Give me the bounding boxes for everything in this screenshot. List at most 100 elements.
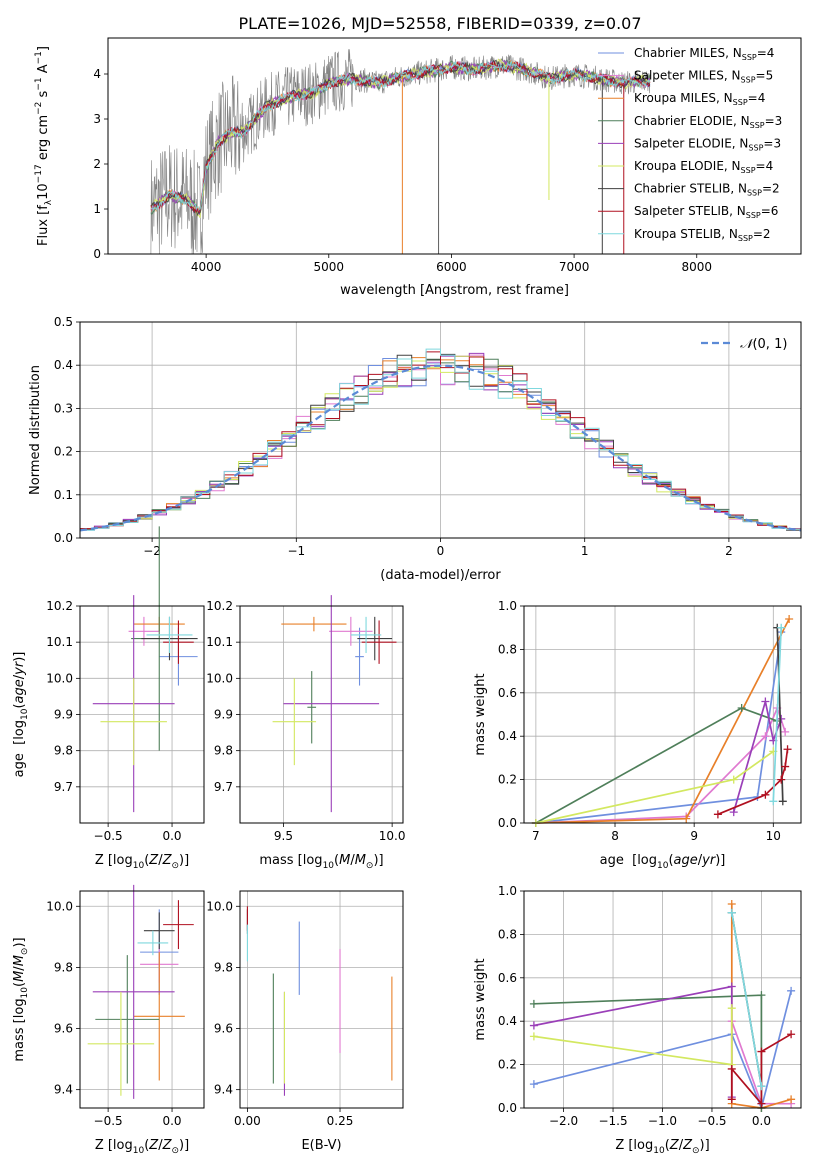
x-axis-label: Z [log10(Z/Z⊙)] bbox=[95, 1138, 189, 1156]
y-tick-label: 0.8 bbox=[498, 927, 517, 941]
legend-count: =4 bbox=[757, 46, 775, 60]
weight-point bbox=[757, 1082, 766, 1091]
y-tick-label: 0.5 bbox=[54, 315, 73, 329]
y-tick-label: 1.0 bbox=[498, 884, 517, 898]
weight-line bbox=[533, 990, 792, 1111]
y-tick-label: 10.0 bbox=[46, 671, 73, 685]
y-tick-label: 9.8 bbox=[54, 744, 73, 758]
weight-point bbox=[529, 1021, 538, 1030]
y-tick-label: 10.1 bbox=[206, 635, 233, 649]
spectrum-plot bbox=[150, 49, 651, 254]
axes-frame bbox=[79, 890, 205, 1109]
legend-count: =6 bbox=[761, 204, 779, 218]
histogram-panel: −2 −1 0 1 2 0.0 0.1 0.2 0.3 0.4 0.5 (data-model)/er… bbox=[28, 315, 802, 583]
x-tick-label: −1 bbox=[287, 544, 305, 558]
model-spectrum bbox=[150, 60, 651, 214]
x-tick-label: 10.0 bbox=[379, 829, 406, 843]
weight-point bbox=[777, 623, 786, 632]
x-tick-label: 5000 bbox=[314, 260, 345, 274]
x-tick-label: 2 bbox=[725, 544, 733, 558]
y-tick-label: 10.0 bbox=[206, 899, 233, 913]
x-tick-label: −1.0 bbox=[648, 1114, 677, 1128]
y-axis-label: mass weight bbox=[473, 958, 488, 1040]
weight-point bbox=[727, 982, 736, 991]
x-tick-label: 6000 bbox=[436, 260, 467, 274]
weight-point bbox=[713, 810, 722, 819]
legend-entry: Kroupa ELODIE, NSSP=4 bbox=[634, 159, 773, 175]
x-tick-label: 0.25 bbox=[327, 1114, 354, 1128]
y-tick-label: 10.0 bbox=[46, 899, 73, 913]
y-tick-label: 0.0 bbox=[54, 531, 73, 545]
y-tick-label: 0.1 bbox=[54, 488, 73, 502]
model-spectrum bbox=[150, 59, 651, 217]
x-tick-label: 7000 bbox=[559, 260, 590, 274]
x-tick-label: −2 bbox=[143, 544, 161, 558]
weight-point bbox=[757, 991, 766, 1000]
weight-line bbox=[730, 912, 763, 1087]
x-tick-label: −0.5 bbox=[94, 829, 123, 843]
weight-point bbox=[769, 797, 778, 806]
weight-point bbox=[783, 745, 792, 754]
weight-point bbox=[787, 986, 796, 995]
legend-entry: Salpeter MILES, NSSP=5 bbox=[634, 69, 773, 85]
weight-point bbox=[787, 1095, 796, 1104]
axes-frame bbox=[523, 890, 802, 1109]
y-tick-label: 4 bbox=[93, 67, 101, 81]
x-axis-label: Z [log10(Z/Z⊙)] bbox=[615, 1138, 709, 1156]
axes-frame bbox=[107, 37, 802, 255]
y-tick-label: 0.6 bbox=[498, 686, 517, 700]
weight-point bbox=[727, 908, 736, 917]
axes-frame bbox=[523, 605, 802, 824]
y-axis-label: Flux [fλ10−17 erg cm−2 s−1 A−1] bbox=[34, 46, 54, 246]
weight-line bbox=[772, 627, 783, 802]
spectrum-panel: 4000 5000 6000 7000 8000 0 1 2 3 4 wavelength [Ang… bbox=[34, 37, 802, 298]
axes-frame bbox=[239, 890, 404, 1109]
legend-entry: Chabrier STELIB, NSSP=2 bbox=[634, 182, 780, 198]
weight-point bbox=[529, 1080, 538, 1089]
age_vs_mass-panel: 9.5 10.0 9.7 9.8 9.9 10.0 10.1 10.2 mass [log10(… bbox=[206, 595, 405, 871]
x-tick-label: 0 bbox=[437, 544, 445, 558]
y-tick-label: 9.8 bbox=[214, 744, 233, 758]
axes-frame bbox=[239, 605, 404, 824]
y-tick-label: 0.4 bbox=[498, 729, 517, 743]
weight-point bbox=[777, 714, 786, 723]
y-tick-label: 10.2 bbox=[46, 599, 73, 613]
legend-subscript: SSP bbox=[741, 76, 756, 85]
legend-subscript: SSP bbox=[748, 143, 763, 152]
legend-entry: 𝒩(0, 1) bbox=[740, 337, 787, 352]
histogram-plot bbox=[80, 348, 801, 533]
spectrum-legend: Chabrier MILES, NSSP=4 Salpeter MILES, NS… bbox=[598, 46, 782, 243]
weight-point bbox=[781, 762, 790, 771]
weight-point bbox=[777, 775, 786, 784]
x-tick-label: 1 bbox=[581, 544, 589, 558]
axes-frame bbox=[79, 321, 802, 539]
x-axis-label: wavelength [Angstrom, rest frame] bbox=[340, 283, 569, 298]
gaussian-curve bbox=[80, 364, 801, 532]
y-tick-label: 0.0 bbox=[498, 816, 517, 830]
y-tick-label: 1 bbox=[93, 202, 101, 216]
y-tick-label: 0.8 bbox=[498, 642, 517, 656]
legend-subscript: SSP bbox=[742, 53, 757, 62]
weight-point bbox=[529, 999, 538, 1008]
y-tick-label: 9.4 bbox=[54, 1083, 73, 1097]
axes-frame bbox=[79, 605, 205, 824]
x-tick-label: 9.5 bbox=[274, 829, 293, 843]
y-tick-label: 9.7 bbox=[214, 780, 233, 794]
y-tick-label: 0.3 bbox=[54, 401, 73, 415]
x-tick-label: 0.0 bbox=[752, 1114, 771, 1128]
weight-point bbox=[727, 900, 736, 909]
y-tick-label: 9.6 bbox=[214, 1022, 233, 1036]
y-tick-label: 9.9 bbox=[214, 708, 233, 722]
legend-count: =3 bbox=[765, 114, 783, 128]
legend-subscript: SSP bbox=[741, 166, 756, 175]
x-tick-label: 0.0 bbox=[162, 829, 181, 843]
y-axis-label: Normed distribution bbox=[28, 365, 43, 495]
y-tick-label: 10.2 bbox=[206, 599, 233, 613]
y-tick-label: 0.2 bbox=[54, 445, 73, 459]
weight-point bbox=[778, 797, 787, 806]
x-axis-label: Z [log10(Z/Z⊙)] bbox=[95, 853, 189, 871]
y-tick-label: 1.0 bbox=[498, 599, 517, 613]
y-axis-label: mass weight bbox=[473, 673, 488, 755]
y-tick-label: 9.4 bbox=[214, 1083, 233, 1097]
